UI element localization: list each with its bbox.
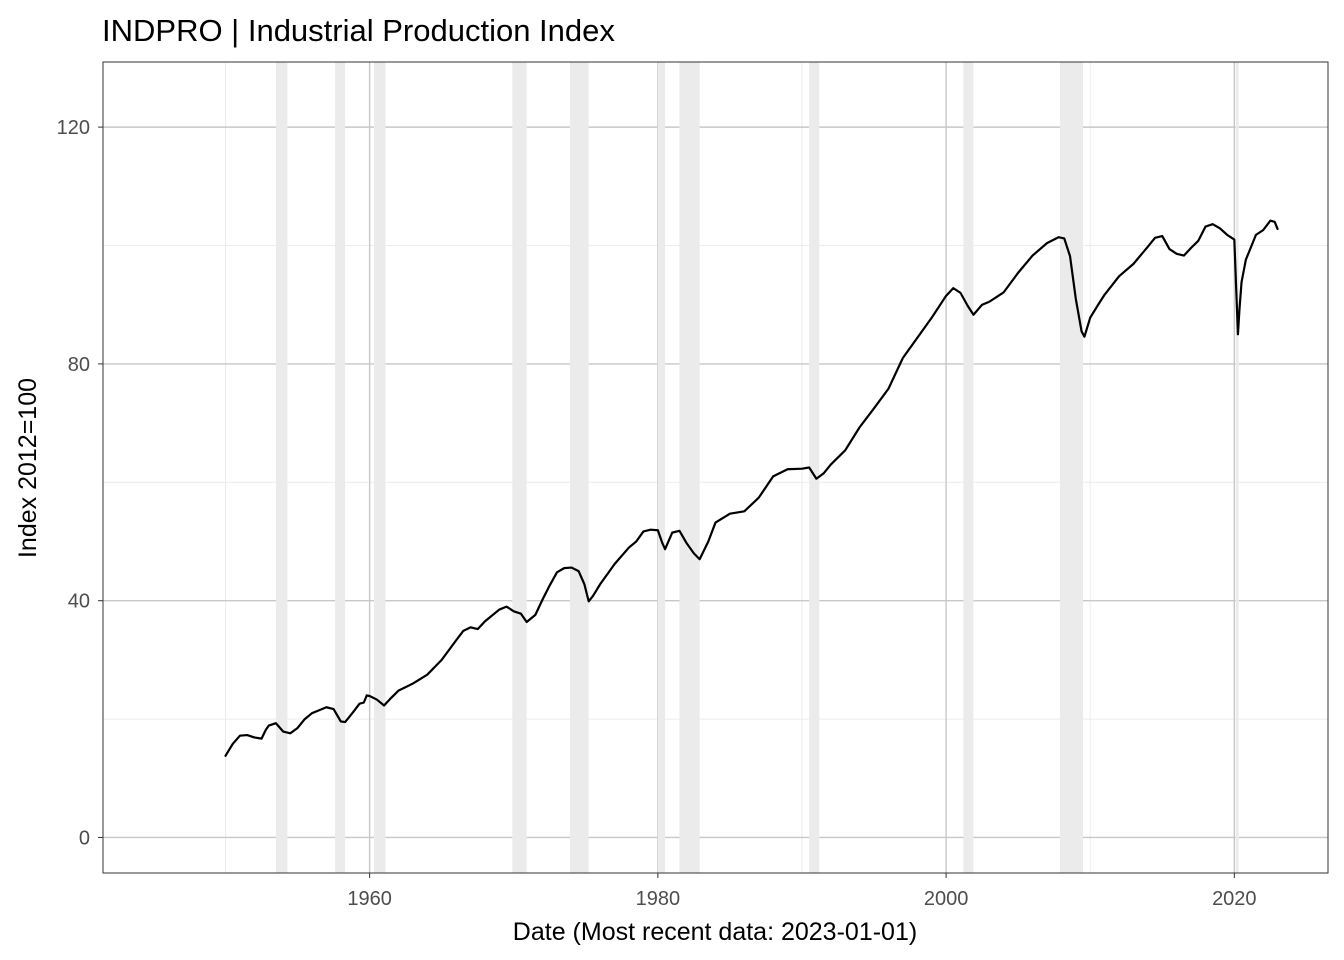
x-tick-label: 1980 [636, 888, 681, 910]
x-tick-label: 2000 [924, 888, 969, 910]
y-tick-label: 120 [57, 117, 90, 139]
x-tick-label: 1960 [347, 888, 392, 910]
panel-border [102, 61, 1329, 874]
recession-band [1235, 62, 1239, 873]
recession-band [335, 62, 346, 873]
recession-band [275, 62, 288, 873]
recession-band [679, 62, 700, 873]
recession-band [512, 62, 527, 873]
x-tick-label: 2020 [1212, 888, 1257, 910]
recession-band [1059, 62, 1083, 873]
recession-band [373, 62, 386, 873]
series-lines [224, 219, 1279, 757]
recession-band [569, 62, 589, 873]
series-line [224, 219, 1279, 757]
y-tick-label: 80 [68, 354, 90, 376]
y-tick-label: 0 [79, 827, 90, 849]
y-tick-label: 40 [68, 591, 90, 613]
grid-lines [103, 62, 1328, 873]
chart-title: INDPRO | Industrial Production Index [102, 13, 615, 48]
y-axis: 0 40 80 120 [57, 117, 103, 849]
plot-panel [102, 61, 1329, 874]
recession-band [809, 62, 820, 873]
x-axis: 1960 1980 2000 2020 [347, 873, 1257, 910]
recession-shading [275, 62, 1239, 873]
recession-band [963, 62, 974, 873]
recession-band [657, 62, 666, 873]
x-axis-title: Date (Most recent data: 2023-01-01) [513, 918, 917, 946]
y-axis-title: Index 2012=100 [14, 378, 42, 558]
